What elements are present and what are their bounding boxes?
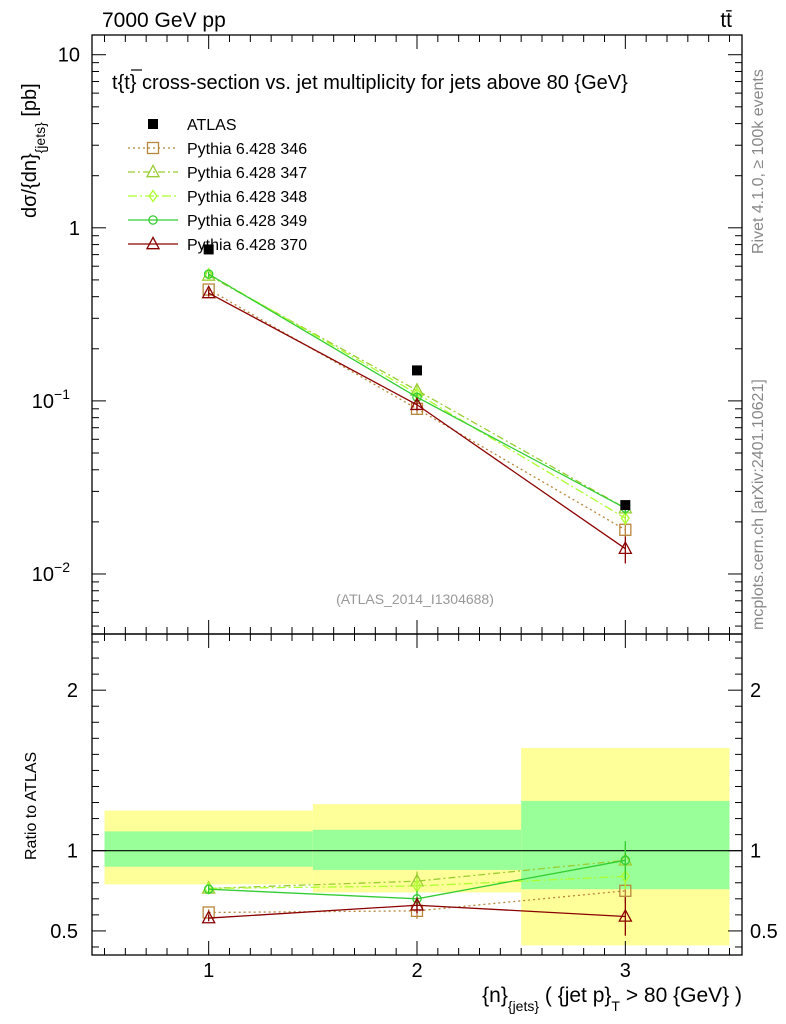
data-point xyxy=(204,267,214,281)
legend-marker xyxy=(146,141,160,155)
ratio-y-tick-label: 0.5 xyxy=(50,921,78,943)
ratio-plot-panel: 0.5 0.5 1 1 2 2 1 2 3 Ratio to ATLAS {n}{jets} (… xyxy=(23,633,778,1014)
ratio-point xyxy=(201,910,216,924)
legend-label: Pythia 6.428 348 xyxy=(187,189,307,206)
legend-label: Pythia 6.428 349 xyxy=(187,213,307,230)
energy-label: 7000 GeV pp xyxy=(102,9,226,32)
process-label: tt̄ xyxy=(720,9,732,32)
x-tick-label: 2 xyxy=(411,960,422,982)
legend-marker xyxy=(145,164,161,178)
data-point xyxy=(201,285,216,299)
data-point xyxy=(409,396,425,411)
atlas-data-point xyxy=(203,244,214,255)
legend-atlas-marker xyxy=(148,119,158,129)
ratio-series-line-2 xyxy=(208,859,626,890)
legend-label: Pythia 6.428 347 xyxy=(187,165,307,182)
ratio-y-tick-label-right: 2 xyxy=(750,680,761,702)
legend-marker xyxy=(148,189,158,203)
rivet-label: Rivet 4.1.0, ≥ 100k events xyxy=(750,69,767,254)
legend-marker xyxy=(145,236,161,250)
ratio-y-axis-label: Ratio to ATLAS xyxy=(23,752,40,860)
ratio-point xyxy=(620,855,631,866)
legend-label: Pythia 6.428 346 xyxy=(187,141,307,158)
y-axis-label: dσ/{dn}{jets} [pb] xyxy=(19,83,48,218)
data-point xyxy=(618,540,633,555)
analysis-tag: (ATLAS_2014_I1304688) xyxy=(336,591,494,607)
ratio-point xyxy=(618,908,633,922)
y-tick-label: 1 xyxy=(69,218,80,240)
mcplots-label: mcplots.cern.ch [arXiv:2401.10621] xyxy=(750,379,767,630)
legend-label: ATLAS xyxy=(187,117,237,134)
series-line-2 xyxy=(208,274,626,509)
x-tick-label: 1 xyxy=(203,960,214,982)
data-point xyxy=(620,511,630,525)
legend: ATLAS Pythia 6.428 346 Pythia 6.428 347 Pyt… xyxy=(128,117,307,254)
plot-title-brace: {t} xyxy=(118,72,137,94)
data-point xyxy=(203,269,214,279)
ratio-y-tick-label-right: 1 xyxy=(750,841,761,863)
ratio-point xyxy=(203,884,214,894)
ratio-point xyxy=(620,869,630,883)
uncertainty-band-green xyxy=(312,829,522,870)
x-axis-label: {n}{jets} ( {jet p}T > 80 {GeV} ) xyxy=(482,984,742,1014)
y-tick-label: 10−2 xyxy=(32,559,70,586)
plot-title: t{t} cross-section vs. jet multiplicity … xyxy=(112,72,628,94)
series-line-5 xyxy=(208,292,626,550)
plot-title-main: t xyxy=(112,72,118,94)
y-tick-label: 10 xyxy=(58,45,80,67)
y-tick-label: 10−1 xyxy=(32,386,70,413)
ratio-y-tick-label-right: 0.5 xyxy=(750,921,778,943)
main-plot-panel: 10−2 10−1 1 10 t{t} cross-section vs. jet m… xyxy=(19,34,743,635)
uncertainty-band-green xyxy=(104,831,313,867)
ratio-y-tick-label: 1 xyxy=(67,841,78,863)
atlas-data-point xyxy=(620,500,631,511)
legend-marker xyxy=(148,215,158,225)
plot-title-rest: cross-section vs. jet multiplicity for j… xyxy=(136,72,628,94)
ratio-y-tick-label: 2 xyxy=(67,680,78,702)
ratio-point xyxy=(409,897,425,911)
x-tick-label: 3 xyxy=(620,960,631,982)
atlas-data-point xyxy=(412,365,422,376)
legend-label: Pythia 6.428 370 xyxy=(187,237,307,254)
